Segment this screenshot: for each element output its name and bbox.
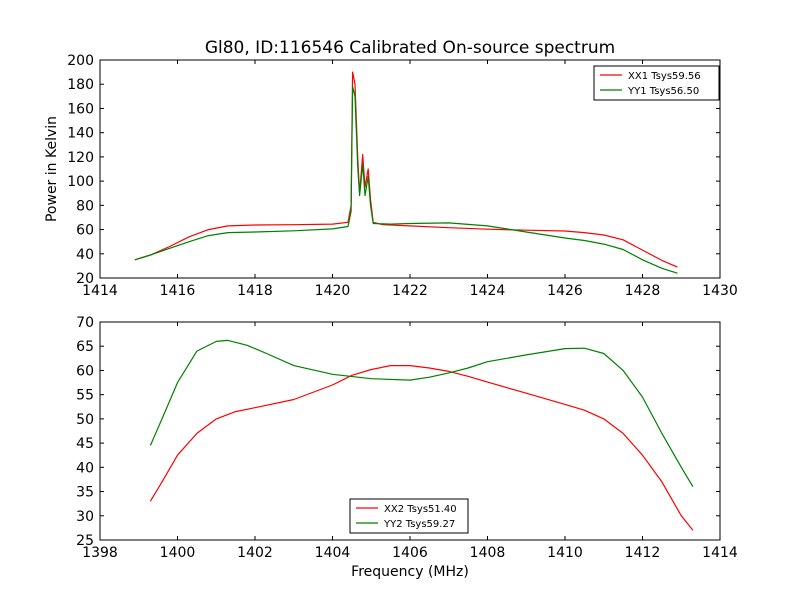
series-line-1-1 [134, 71, 678, 268]
x-tick-label: 1406 [392, 545, 428, 561]
x-tick-label: 1430 [702, 283, 738, 299]
y-tick-label: 120 [67, 150, 94, 166]
top-y-axis-label: Power in Kelvin [44, 116, 60, 222]
y-tick-label: 140 [67, 126, 94, 142]
plot-panel-1: 1414 1416 1418 1420 1422 1424 1426 1428 1430 20 40… [67, 53, 738, 299]
legend-box [593, 65, 720, 101]
y-tick-label: 25 [76, 533, 94, 549]
y-tick-label: 45 [76, 436, 94, 452]
y-tick-label: 55 [76, 388, 94, 404]
y-tick-label: 60 [76, 223, 94, 239]
legend-label: XX1 Tsys59.56 [628, 71, 701, 82]
x-tick-label: 1418 [237, 283, 273, 299]
x-tick-label: 1420 [315, 283, 351, 299]
x-tick-label: 1422 [392, 283, 428, 299]
series-line-2-2 [149, 339, 694, 488]
y-tick-label: 20 [76, 271, 94, 287]
series-line-1-2 [134, 86, 678, 274]
x-tick-label: 1410 [547, 545, 583, 561]
legend-2: XX2 Tsys51.40 YY2 Tsys59.27 [349, 498, 469, 534]
x-tick-label: 1414 [702, 545, 738, 561]
x-tick-label: 1424 [470, 283, 506, 299]
y-tick-label: 180 [67, 77, 94, 93]
x-tick-label: 1428 [625, 283, 661, 299]
y-tick-label: 50 [76, 412, 94, 428]
y-tick-label: 160 [67, 101, 94, 117]
y-tick-label: 100 [67, 174, 94, 190]
x-tick-label: 1426 [547, 283, 583, 299]
legend-box [349, 498, 469, 534]
series-line-2-1 [149, 365, 694, 531]
x-tick-label: 1416 [160, 283, 196, 299]
bottom-x-axis-label: Frequency (MHz) [351, 564, 469, 580]
chart-title: Gl80, ID:116546 Calibrated On-source spe… [205, 38, 615, 58]
x-tick-label: 1412 [625, 545, 661, 561]
legend-1: XX1 Tsys59.56 YY1 Tsys56.50 [593, 65, 720, 101]
y-tick-label: 60 [76, 363, 94, 379]
y-tick-label: 65 [76, 339, 94, 355]
y-tick-label: 40 [76, 460, 94, 476]
y-tick-label: 70 [76, 315, 94, 331]
legend-label: XX2 Tsys51.40 [384, 504, 457, 515]
y-tick-label: 80 [76, 198, 94, 214]
x-tick-label: 1404 [315, 545, 351, 561]
y-tick-label: 35 [76, 485, 94, 501]
y-tick-label: 40 [76, 247, 94, 263]
legend-label: YY2 Tsys59.27 [383, 519, 455, 530]
x-tick-label: 1402 [237, 545, 273, 561]
plot-panel-2: 1398 1400 1402 1404 1406 1408 1410 1412 1414 25 30… [76, 315, 738, 561]
x-tick-label: 1400 [160, 545, 196, 561]
y-tick-label: 30 [76, 509, 94, 525]
x-tick-label: 1398 [82, 545, 118, 561]
x-tick-label: 1408 [470, 545, 506, 561]
y-tick-label: 200 [67, 53, 94, 69]
legend-label: YY1 Tsys56.50 [627, 86, 699, 97]
x-tick-label: 1414 [82, 283, 118, 299]
